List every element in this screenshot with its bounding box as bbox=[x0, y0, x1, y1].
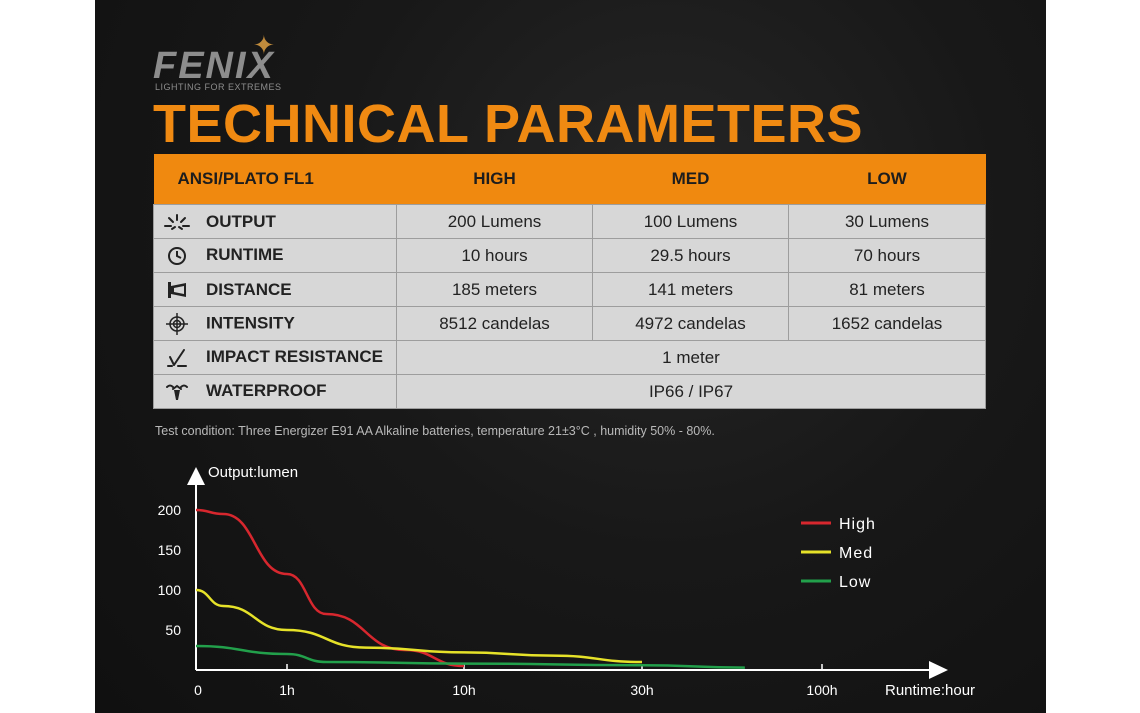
x-tick-label: 1h bbox=[279, 682, 295, 698]
table-row-runtime: RUNTIME 10 hours 29.5 hours 70 hours bbox=[153, 238, 986, 273]
value-low: 30 Lumens bbox=[788, 204, 986, 239]
table-header-row: ANSI/PLATO FL1 HIGH MED LOW bbox=[153, 154, 986, 205]
value-low: 70 hours bbox=[788, 238, 986, 273]
y-tick-label: 200 bbox=[158, 502, 182, 518]
product-panel: FENIX ✦ LIGHTING FOR EXTREMES TECHNICAL … bbox=[95, 0, 1046, 713]
param-label: IMPACT RESISTANCE bbox=[206, 347, 383, 367]
x-tick-label: 10h bbox=[452, 682, 475, 698]
brand-logo: FENIX ✦ LIGHTING FOR EXTREMES bbox=[153, 30, 313, 96]
y-tick-label: 100 bbox=[158, 582, 182, 598]
test-condition-note: Test condition: Three Energizer E91 AA A… bbox=[155, 424, 715, 438]
param-label: DISTANCE bbox=[206, 279, 292, 299]
param-cell: WATERPROOF bbox=[153, 374, 397, 409]
value-low: 1652 candelas bbox=[788, 306, 986, 341]
series-line-med bbox=[195, 588, 643, 664]
x-tick-label: 100h bbox=[806, 682, 837, 698]
waterproof-icon bbox=[162, 382, 192, 402]
value-med: 141 meters bbox=[592, 272, 789, 307]
table-row-intensity: INTENSITY 8512 candelas 4972 candelas 16… bbox=[153, 306, 986, 341]
value-high: 8512 candelas bbox=[396, 306, 593, 341]
value-all-modes: IP66 / IP67 bbox=[396, 374, 986, 409]
param-label: WATERPROOF bbox=[206, 381, 327, 401]
param-label: OUTPUT bbox=[206, 211, 276, 231]
param-label: RUNTIME bbox=[206, 245, 284, 265]
value-high: 185 meters bbox=[396, 272, 593, 307]
param-cell: DISTANCE bbox=[153, 272, 397, 307]
spec-table: ANSI/PLATO FL1 HIGH MED LOW OUTPUT 200 L… bbox=[153, 154, 986, 409]
chart-axes: Output:lumen Runtime:hour 50 100 150 200 0 1h 10… bbox=[158, 464, 975, 699]
table-row-impact: IMPACT RESISTANCE 1 meter bbox=[153, 340, 986, 375]
x-tick-label: 0 bbox=[194, 682, 202, 698]
y-tick-label: 150 bbox=[158, 542, 182, 558]
value-med: 4972 candelas bbox=[592, 306, 789, 341]
table-header-med: MED bbox=[592, 154, 789, 205]
y-axis-arrow bbox=[187, 467, 205, 485]
value-low: 81 meters bbox=[788, 272, 986, 307]
series-line-low bbox=[195, 644, 745, 669]
table-header-standard: ANSI/PLATO FL1 bbox=[153, 154, 397, 205]
beam-distance-icon bbox=[162, 281, 192, 299]
x-axis-arrow bbox=[929, 661, 948, 679]
value-high: 10 hours bbox=[396, 238, 593, 273]
table-row-output: OUTPUT 200 Lumens 100 Lumens 30 Lumens bbox=[153, 204, 986, 239]
param-cell: IMPACT RESISTANCE bbox=[153, 340, 397, 375]
x-tick-label: 30h bbox=[630, 682, 653, 698]
output-burst-icon bbox=[162, 213, 192, 231]
page-title: TECHNICAL PARAMETERS bbox=[153, 94, 864, 154]
chart-legend: High Med Low bbox=[801, 516, 876, 591]
param-cell: OUTPUT bbox=[153, 204, 397, 239]
value-med: 29.5 hours bbox=[592, 238, 789, 273]
chart-series bbox=[195, 508, 745, 669]
runtime-chart: Output:lumen Runtime:hour 50 100 150 200 0 1h 10… bbox=[158, 464, 975, 699]
brand-tagline: LIGHTING FOR EXTREMES bbox=[155, 82, 282, 92]
y-tick-label: 50 bbox=[165, 622, 181, 638]
clock-icon bbox=[162, 246, 192, 266]
target-icon bbox=[162, 312, 192, 335]
value-high: 200 Lumens bbox=[396, 204, 593, 239]
value-med: 100 Lumens bbox=[592, 204, 789, 239]
table-header-high: HIGH bbox=[396, 154, 593, 205]
legend-label-high: High bbox=[839, 516, 876, 533]
brand-wordmark: FENIX bbox=[153, 45, 275, 87]
value-all-modes: 1 meter bbox=[396, 340, 986, 375]
table-header-low: LOW bbox=[788, 154, 986, 205]
param-cell: RUNTIME bbox=[153, 238, 397, 273]
legend-label-low: Low bbox=[839, 574, 871, 591]
series-line-high bbox=[195, 508, 465, 668]
table-row-distance: DISTANCE 185 meters 141 meters 81 meters bbox=[153, 272, 986, 307]
param-cell: INTENSITY bbox=[153, 306, 397, 341]
y-axis-label: Output:lumen bbox=[208, 464, 298, 481]
legend-label-med: Med bbox=[839, 545, 873, 562]
param-label: INTENSITY bbox=[206, 312, 295, 332]
table-row-waterproof: WATERPROOF IP66 / IP67 bbox=[153, 374, 986, 409]
star-icon: ✦ bbox=[253, 30, 275, 60]
x-axis-label: Runtime:hour bbox=[885, 682, 975, 699]
impact-drop-icon bbox=[162, 348, 192, 368]
